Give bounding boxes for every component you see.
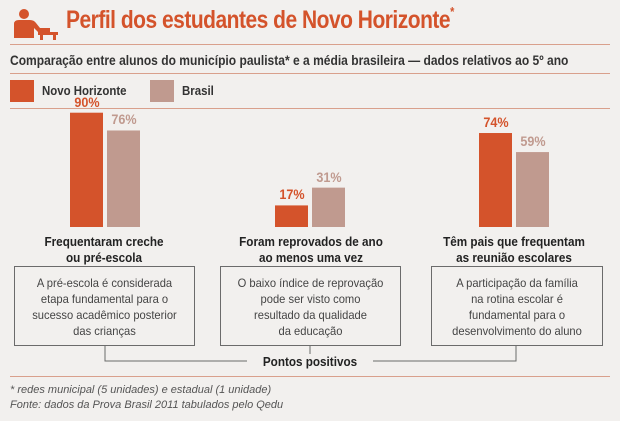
note-line: das crianças [73, 324, 136, 338]
category-label-creche: Frequentaram creche ou pré-escola [23, 234, 185, 266]
note-line: O baixo índice de reprovação [237, 276, 384, 290]
bar-reprovados-novo-horizonte [275, 205, 308, 227]
note-line: etapa fundamental para o [40, 292, 169, 306]
source-note: Fonte: dados da Prova Brasil 2011 tabula… [10, 399, 284, 411]
category-label-line: ou pré-escola [65, 250, 143, 265]
bar-label-reprovados-novo-horizonte: 17% [278, 186, 305, 203]
note-box-text: A pré-escola é considerada etapa fundame… [27, 275, 182, 339]
bar-creche-novo-horizonte [70, 112, 103, 227]
title-divider [10, 44, 610, 45]
legend-label-brasil: Brasil [182, 83, 214, 98]
legend-label-novo-horizonte: Novo Horizonte [42, 83, 127, 98]
note-box-text: O baixo índice de reprovação pode ser vi… [233, 275, 388, 339]
subtitle-divider [10, 73, 610, 74]
note-box-reprovados: O baixo índice de reprovação pode ser vi… [220, 266, 401, 346]
title-text: Perfil dos estudantes de Novo Horizonte [66, 6, 451, 34]
note-line: na rotina escolar é [471, 292, 563, 306]
students-icon [14, 9, 58, 40]
note-line: pode ser visto como [260, 292, 361, 306]
bar-reunioes-brasil [516, 152, 549, 227]
footnotes: * redes municipal (5 unidades) e estadua… [10, 383, 283, 413]
note-line: fundamental para o [468, 308, 566, 322]
header: Perfil dos estudantes de Novo Horizonte* [0, 0, 620, 44]
bar-label-creche-brasil: 76% [110, 111, 137, 128]
note-line: A participação da família [456, 276, 578, 290]
legend-divider [10, 108, 610, 109]
footer-divider [10, 376, 610, 377]
category-label-line: Foram reprovados de ano [239, 234, 383, 249]
subtitle: Comparação entre alunos do município pau… [10, 52, 569, 68]
legend-swatch-brasil [150, 80, 174, 102]
bar-label-reunioes-brasil: 59% [519, 133, 546, 150]
note-box-text: A participação da família na rotina esco… [444, 275, 591, 339]
legend-swatch-novo-horizonte [10, 80, 34, 102]
note-box-creche: A pré-escola é considerada etapa fundame… [14, 266, 195, 346]
note-box-reunioes: A participação da família na rotina esco… [431, 266, 603, 346]
bar-label-reprovados-brasil: 31% [315, 168, 342, 185]
bar-creche-brasil [107, 130, 140, 227]
category-label-line: as reunião escolares [456, 250, 572, 265]
note-line: A pré-escola é considerada [36, 276, 173, 290]
title-footnote-marker: * [450, 4, 454, 19]
category-label-line: Têm pais que frequentam [443, 234, 585, 249]
bar-label-creche-novo-horizonte: 90% [73, 93, 100, 110]
bar-reunioes-novo-horizonte [479, 133, 512, 227]
page-title: Perfil dos estudantes de Novo Horizonte* [66, 4, 454, 35]
category-label-line: ao menos uma vez [258, 250, 364, 265]
footnote: * redes municipal (5 unidades) e estadua… [10, 384, 272, 396]
note-line: sucesso acadêmico posterior [32, 308, 177, 322]
bar-label-reunioes-novo-horizonte: 74% [482, 114, 509, 131]
note-line: resultado da qualidade [254, 308, 367, 322]
category-label-reprovados: Foram reprovados de ano ao menos uma vez [230, 234, 392, 266]
positives-label: Pontos positivos [247, 354, 373, 369]
category-label-line: Frequentaram creche [44, 234, 164, 249]
category-label-reunioes: Têm pais que frequentam as reunião escol… [433, 234, 595, 266]
note-line: desenvolvimento do aluno [452, 324, 582, 338]
bar-reprovados-brasil [312, 187, 345, 227]
note-line: da educação [278, 324, 343, 338]
